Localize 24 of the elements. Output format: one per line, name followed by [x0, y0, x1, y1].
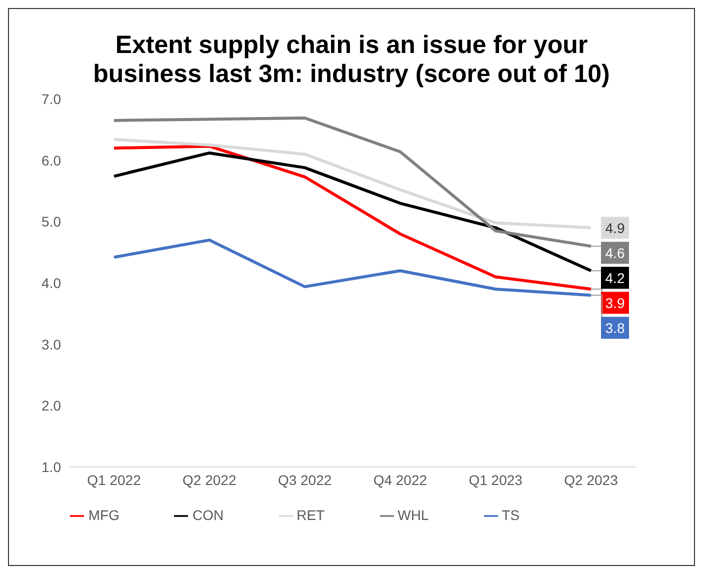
data-label: 4.9 [605, 220, 625, 236]
y-tick-label: 5.0 [42, 214, 62, 230]
legend-label: MFG [88, 507, 120, 523]
data-label: 3.9 [605, 294, 625, 311]
x-tick-label: Q4 2022 [373, 472, 428, 488]
y-tick-label: 2.0 [42, 398, 62, 414]
x-tick-label: Q2 2022 [182, 472, 236, 488]
x-tick-label: Q3 2022 [278, 472, 332, 488]
x-tick-label: Q1 2023 [468, 472, 523, 488]
x-tick-label: Q1 2022 [87, 472, 142, 488]
y-tick-label: 6.0 [42, 152, 62, 168]
data-label: 4.2 [605, 270, 625, 286]
y-tick-label: 7.0 [42, 90, 62, 107]
legend-label: TS [502, 507, 520, 523]
x-tick-label: Q2 2023 [564, 472, 618, 488]
legend-label: CON [192, 507, 224, 523]
y-tick-label: 3.0 [42, 336, 62, 352]
y-tick-label: 4.0 [42, 274, 62, 291]
legend-label: WHL [398, 507, 429, 523]
data-label: 4.6 [605, 244, 625, 261]
data-label: 3.8 [605, 320, 625, 336]
chart-title: Extent supply chain is an issue for your business last 3m: industry (score out of 10) [92, 30, 611, 89]
y-tick-label: 1.0 [42, 458, 62, 475]
legend-label: RET [296, 507, 325, 523]
